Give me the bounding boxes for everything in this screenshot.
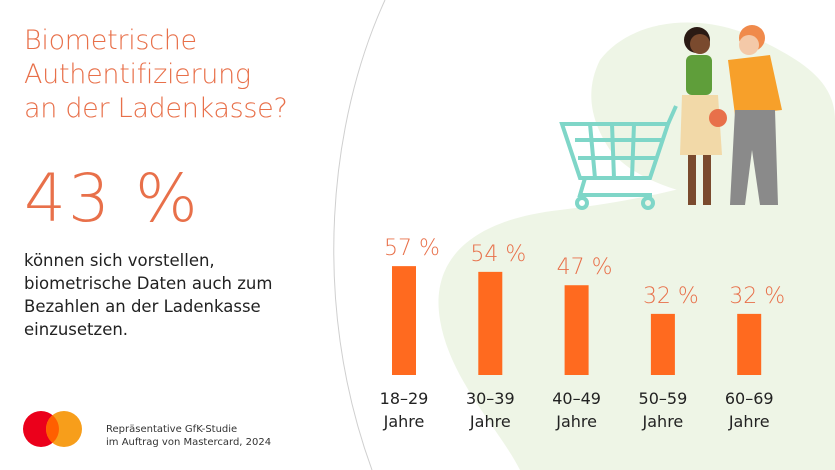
data-label: 57 % [384, 236, 440, 261]
bar [650, 313, 675, 375]
mastercard-logo [23, 411, 82, 447]
shopping-cart-icon [559, 105, 678, 210]
description-line: biometrische Daten auch zum [24, 274, 273, 293]
title-line: Biometrische [24, 25, 197, 56]
title-line: Authentifizierung [24, 59, 251, 90]
description-line: einzusetzen. [24, 320, 129, 339]
divider-curve [333, 0, 386, 470]
bar [564, 285, 589, 375]
category-label: 60–69 [725, 389, 774, 408]
title-line: an der Ladenkasse? [24, 93, 288, 124]
category-label: 50–59 [639, 389, 688, 408]
source-line: Repräsentative GfK-Studie [106, 424, 238, 435]
data-label: 54 % [470, 242, 526, 267]
description: können sich vorstellen, biometrische Dat… [24, 249, 272, 341]
description-line: Bezahlen an der Ladenkasse [24, 297, 261, 316]
data-label: 47 % [557, 255, 613, 280]
description-line: können sich vorstellen, [24, 251, 215, 270]
bar [392, 266, 416, 375]
green-blob [438, 120, 835, 470]
category-label: Jahre [642, 412, 684, 431]
category-label: Jahre [383, 412, 425, 431]
source-line: im Auftrag von Mastercard, 2024 [106, 437, 272, 448]
headline-value: 43 % [24, 160, 200, 237]
category-label: Jahre [728, 412, 770, 431]
bar [737, 313, 762, 375]
shopping-couple-illustration [559, 25, 782, 210]
page-title: Biometrische Authentifizierung an der La… [24, 24, 288, 126]
data-label: 32 % [729, 284, 785, 309]
source-note: Repräsentative GfK-Studie im Auftrag von… [106, 423, 271, 449]
category-label: 18–29 [380, 389, 429, 408]
category-label: Jahre [469, 412, 511, 431]
data-label: 32 % [643, 284, 699, 309]
category-label: Jahre [555, 412, 597, 431]
category-label: 30–39 [466, 389, 515, 408]
bar [478, 271, 503, 375]
category-label: 40–49 [552, 389, 601, 408]
